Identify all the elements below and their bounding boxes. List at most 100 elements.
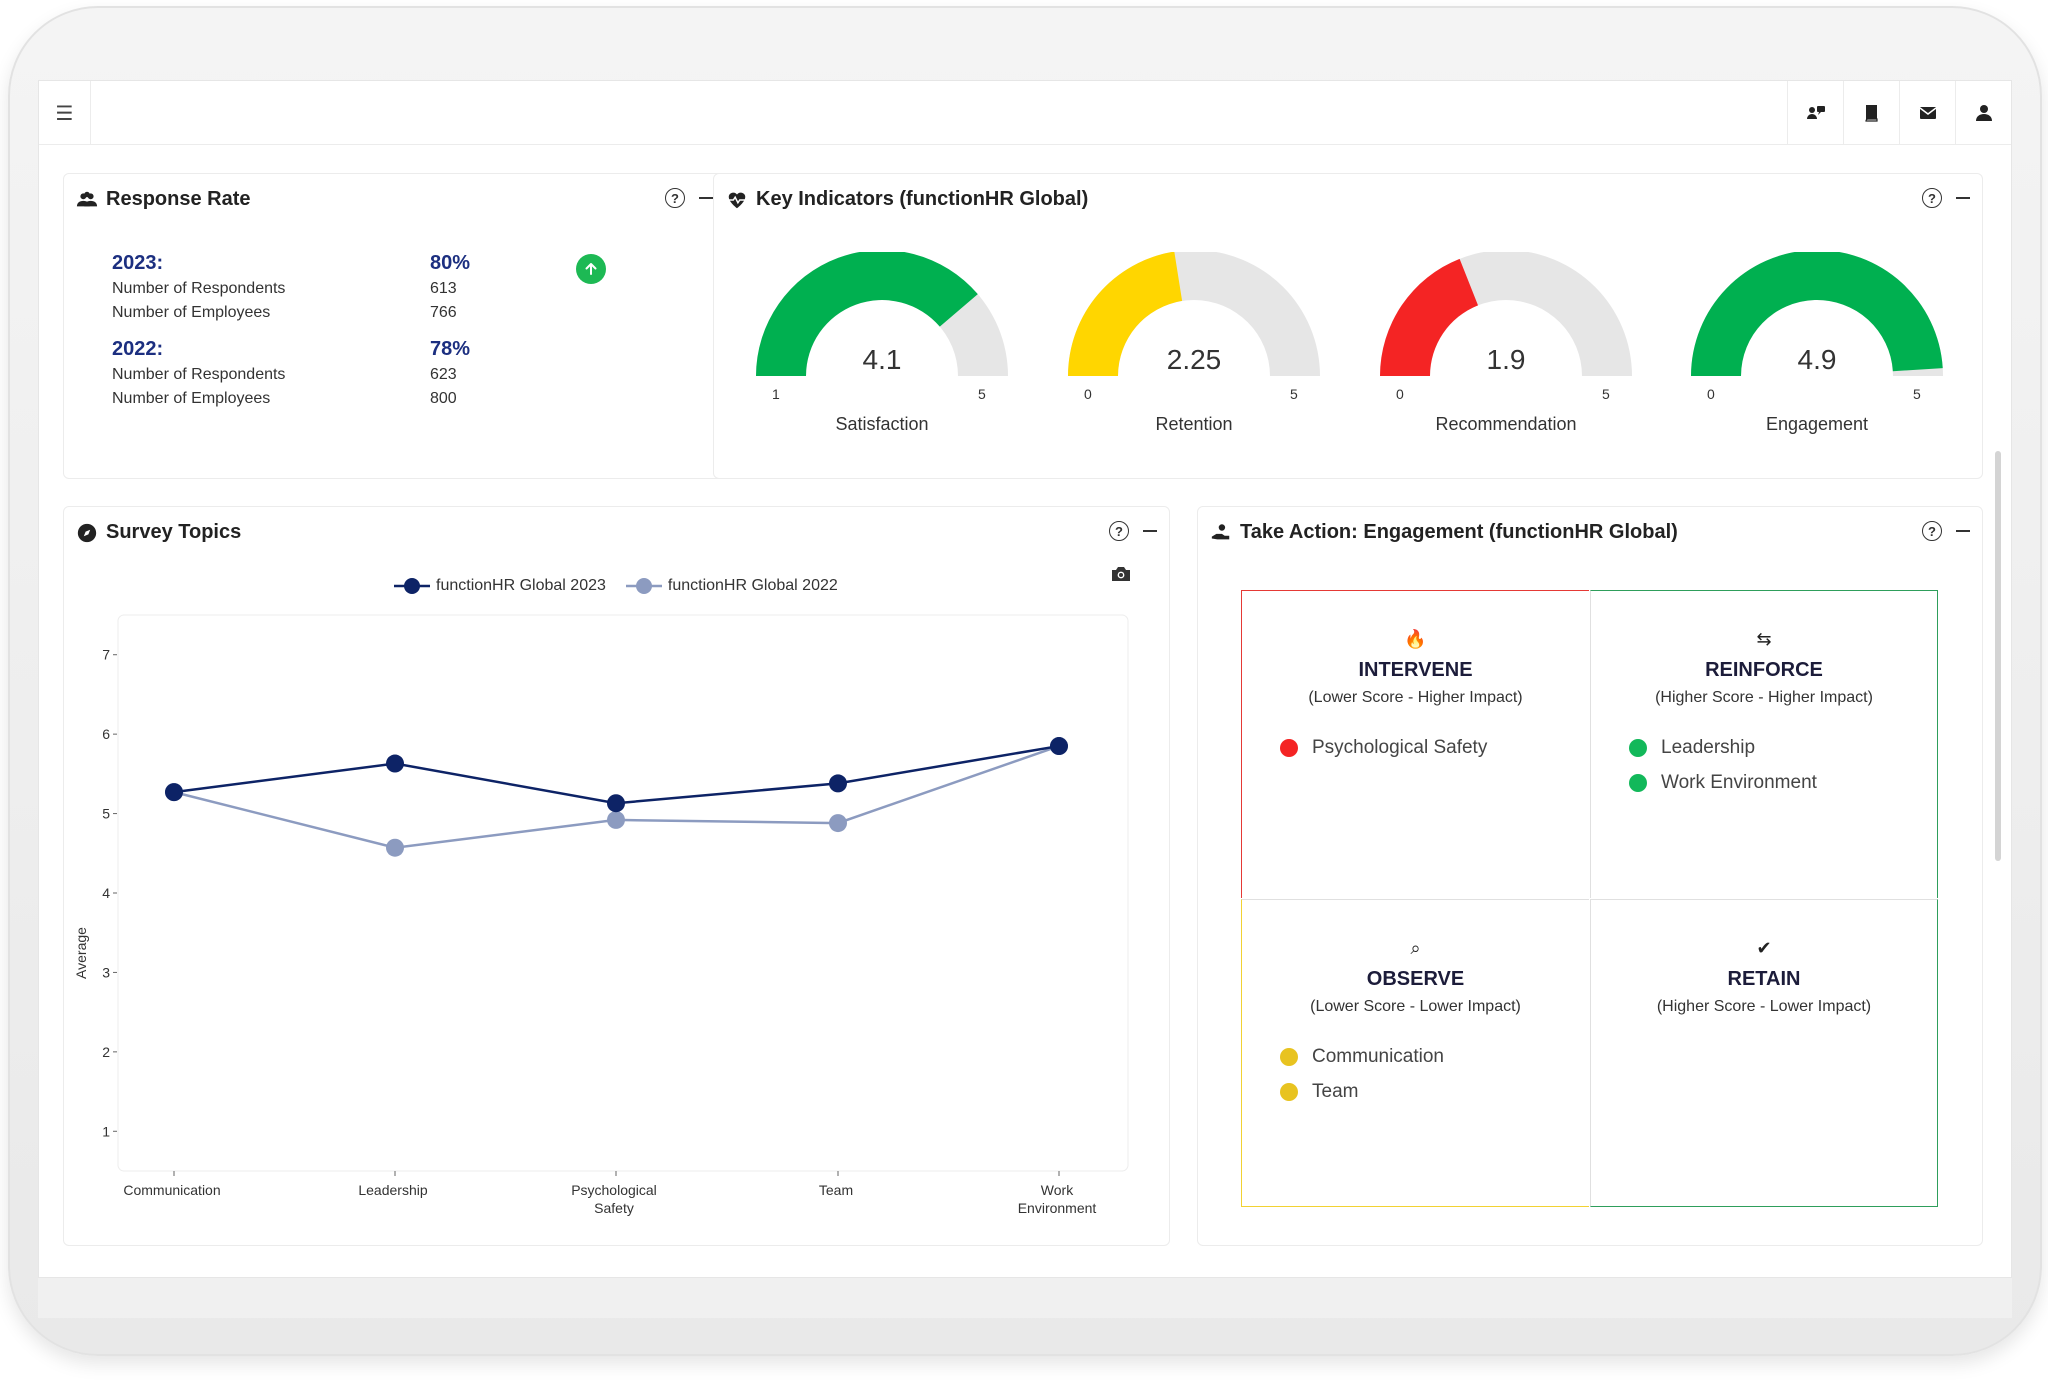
card-controls: ?: [665, 188, 713, 208]
year-label: 2022:: [112, 338, 164, 360]
y-tick-label: 6: [102, 726, 110, 742]
gauge-fill: [1380, 258, 1479, 376]
data-point[interactable]: [607, 810, 625, 829]
data-point[interactable]: [386, 754, 404, 773]
user-icon[interactable]: [1955, 81, 2011, 145]
year-label: 2023:: [112, 252, 164, 274]
y-tick-label: 3: [102, 964, 110, 980]
status-dot: [1280, 1083, 1298, 1101]
screen-bottom-bar: [38, 1278, 2012, 1318]
row-value: 613: [430, 280, 457, 297]
help-icon[interactable]: ?: [665, 188, 685, 208]
row-label: Number of Employees: [112, 304, 271, 321]
data-point[interactable]: [829, 814, 847, 833]
quadrant-subtitle: (Higher Score - Higher Impact): [1655, 689, 1873, 706]
top-bar: ☰: [39, 81, 2011, 145]
gauge-value: 1.9: [1486, 344, 1526, 375]
row-value: 800: [430, 390, 457, 407]
card-title: Survey Topics: [76, 521, 241, 544]
quadrant-matrix: 🔥 INTERVENE (Lower Score - Higher Impact) P…: [1241, 590, 1939, 1208]
response-rate-title: Response Rate: [106, 188, 251, 210]
gauge-label: Engagement: [1765, 414, 1869, 434]
status-dot: [1629, 739, 1647, 757]
data-point[interactable]: [607, 794, 625, 813]
row-label: Number of Respondents: [112, 280, 286, 297]
mail-icon[interactable]: [1899, 81, 1955, 145]
quadrant-item[interactable]: Team: [1280, 1081, 1358, 1103]
x-tick-label: Safety: [594, 1200, 634, 1216]
gauge-label: Satisfaction: [835, 414, 929, 434]
gauge-retention: 2.25 0 5 Retention: [1064, 252, 1324, 462]
gauge-label: Retention: [1155, 414, 1233, 434]
help-icon[interactable]: ?: [1922, 188, 1942, 208]
gauge-value: 2.25: [1166, 344, 1222, 375]
gauge-min-label: 0: [1707, 386, 1715, 402]
y-tick-label: 4: [102, 885, 110, 901]
minimize-icon[interactable]: [699, 197, 713, 199]
minimize-icon[interactable]: [1956, 530, 1970, 532]
survey-topics-title: Survey Topics: [106, 521, 242, 543]
row-value: 766: [430, 304, 457, 321]
key-indicators-card: Key Indicators (functionHR Global) ? 4.1…: [713, 173, 1983, 479]
gauge-recommendation: 1.9 0 5 Recommendation: [1376, 252, 1636, 462]
gauge-fill: [1068, 252, 1183, 376]
search-icon: ⌕: [1410, 938, 1421, 958]
quadrant-subtitle: (Lower Score - Higher Impact): [1308, 689, 1523, 706]
rate-value: 80%: [430, 252, 471, 274]
key-indicators-title: Key Indicators (functionHR Global): [756, 188, 1089, 210]
minimize-icon[interactable]: [1956, 197, 1970, 199]
legend-swatch-2023: [394, 577, 430, 595]
quadrant-item[interactable]: Communication: [1280, 1046, 1444, 1068]
y-tick-label: 2: [102, 1044, 110, 1060]
quadrant-item-label: Team: [1312, 1081, 1359, 1102]
scrollbar[interactable]: [1995, 451, 2001, 861]
quadrant-subtitle: (Lower Score - Lower Impact): [1310, 998, 1521, 1015]
status-dot: [1280, 1048, 1298, 1066]
compass-icon: [77, 523, 97, 542]
minimize-icon[interactable]: [1143, 530, 1157, 532]
hamburger-icon[interactable]: ☰: [39, 81, 91, 145]
users-icon: [76, 191, 98, 206]
gauge-satisfaction: 4.1 1 5 Satisfaction: [752, 252, 1012, 462]
quadrant-item[interactable]: Psychological Safety: [1280, 737, 1487, 759]
quadrant-item-label: Communication: [1312, 1046, 1444, 1067]
data-point[interactable]: [1050, 737, 1068, 756]
card-title: Response Rate: [76, 188, 251, 211]
gauge-max-label: 5: [1290, 386, 1298, 402]
data-point[interactable]: [165, 783, 183, 802]
fire-icon: 🔥: [1404, 629, 1427, 649]
users-chat-icon[interactable]: [1787, 81, 1843, 145]
y-tick-label: 1: [102, 1123, 110, 1139]
card-title: Take Action: Engagement (functionHR Glob…: [1210, 521, 1678, 544]
gauge-value: 4.1: [862, 344, 902, 375]
gauge-fill: [756, 252, 978, 376]
help-icon[interactable]: ?: [1922, 521, 1942, 541]
y-tick-label: 7: [102, 647, 110, 663]
quadrant-item-label: Leadership: [1661, 737, 1756, 758]
heartbeat-icon: [728, 192, 746, 208]
x-tick-label: Environment: [1018, 1200, 1097, 1216]
quadrant-item[interactable]: Leadership: [1629, 737, 1755, 759]
row-label: Number of Respondents: [112, 366, 286, 383]
take-action-title: Take Action: Engagement (functionHR Glob…: [1240, 521, 1678, 543]
gauge-min-label: 0: [1396, 386, 1404, 402]
help-icon[interactable]: ?: [1109, 521, 1129, 541]
quadrant-retain: ✔ RETAIN (Higher Score - Lower Impact): [1590, 899, 1938, 1207]
app-screen: ☰ Response Rate ? 2023: 80% N: [38, 80, 2012, 1278]
data-point[interactable]: [829, 774, 847, 793]
legend-label: functionHR Global 2023: [436, 577, 606, 594]
response-rate-card: Response Rate ? 2023: 80% Number of Resp…: [63, 173, 726, 479]
quadrant-reinforce: ⇆ REINFORCE (Higher Score - Higher Impact)…: [1590, 590, 1938, 898]
book-icon[interactable]: [1843, 81, 1899, 145]
card-controls: ?: [1922, 521, 1970, 541]
line-chart: 1 2 3 4 5 6 7 Average Communication Leadership Psy…: [73, 614, 1129, 1216]
gauge-max-label: 5: [1913, 386, 1921, 402]
gauge-min-label: 1: [772, 386, 780, 402]
gauge-max-label: 5: [1602, 386, 1610, 402]
card-controls: ?: [1109, 521, 1157, 541]
quadrant-item[interactable]: Work Environment: [1629, 772, 1817, 794]
camera-icon[interactable]: [1110, 565, 1132, 583]
data-point[interactable]: [386, 838, 404, 857]
y-axis-label: Average: [73, 927, 89, 979]
quadrant-title: REINFORCE: [1705, 659, 1823, 681]
